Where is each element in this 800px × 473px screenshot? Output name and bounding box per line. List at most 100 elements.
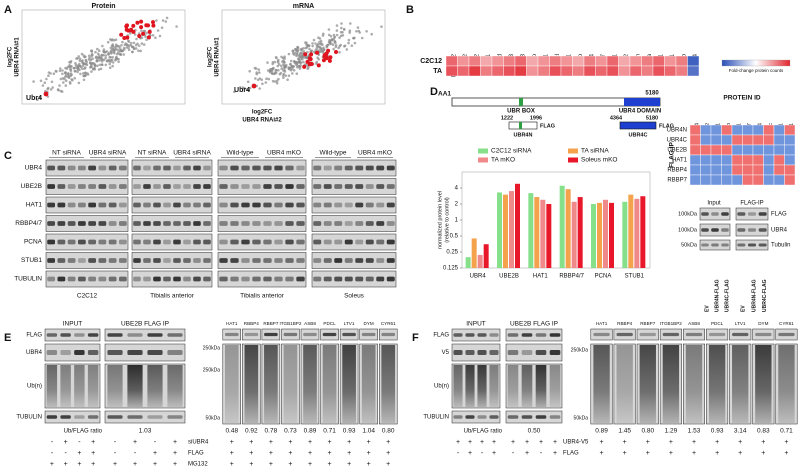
legend-label: Soleus mKO	[581, 157, 618, 164]
blot-band	[108, 165, 117, 171]
highlight-dot	[326, 48, 331, 53]
condition-sign: +	[761, 450, 765, 457]
scatter-dot	[58, 84, 61, 87]
blot-band	[153, 221, 161, 226]
blot-band	[163, 202, 171, 208]
target-label: PDCL	[711, 321, 724, 326]
blot-band	[365, 276, 374, 282]
blot-band	[107, 415, 123, 419]
scatter-dot	[49, 72, 52, 75]
target-label: HAT1	[226, 321, 238, 326]
blot-band	[535, 333, 547, 337]
heatmap-cell	[664, 55, 677, 67]
heatmap-cell	[763, 164, 775, 176]
blot-smear	[244, 345, 259, 423]
ratio-value: 3.14	[734, 428, 747, 435]
scatter-dot	[339, 30, 343, 34]
blot-band	[453, 333, 463, 337]
condition-sign: +	[173, 450, 177, 457]
scatter-dot	[106, 40, 110, 44]
blot-band	[74, 349, 85, 356]
scatter-dot	[74, 69, 77, 73]
scatter-dot	[50, 80, 54, 84]
scatter-dot	[299, 55, 303, 59]
heatmap-cell	[652, 65, 665, 77]
blot-band	[167, 333, 183, 337]
schematic-label: UBR4 DOMAIN	[619, 109, 661, 115]
scatter-dot	[327, 28, 331, 31]
target-label: LTV1	[344, 321, 355, 326]
blot-band	[274, 165, 283, 171]
scatter-dot	[144, 35, 147, 38]
scatter-dot	[63, 71, 67, 74]
blot	[636, 328, 659, 341]
ratio-value: 0.48	[225, 428, 238, 435]
blot-band	[193, 184, 201, 189]
marker-label: 250kDa	[571, 347, 588, 353]
heatmap-cell	[689, 144, 701, 156]
scatter-dot	[142, 43, 146, 46]
scatter-dot	[258, 77, 262, 80]
blot-band	[88, 221, 97, 226]
condition-sign: +	[230, 439, 234, 446]
blot-band	[98, 184, 107, 189]
scatter-dot	[39, 79, 43, 83]
blot-band	[241, 276, 250, 282]
blot-band	[67, 202, 76, 208]
row-label: UBR4	[26, 350, 43, 356]
x-tick-label: STUB1	[625, 274, 645, 280]
blot-band	[230, 258, 239, 263]
highlight-dot	[137, 34, 142, 38]
blot-band	[147, 415, 163, 419]
scatter-dot	[83, 67, 86, 70]
scatter-dot	[358, 31, 362, 34]
scatter-dot	[32, 80, 35, 83]
blot-band	[263, 202, 272, 208]
blot-band	[163, 239, 171, 245]
y-tick-label: 0.125	[443, 266, 459, 272]
scatter-dot	[321, 34, 325, 37]
blot-band	[263, 184, 272, 189]
scatter-dot	[137, 32, 141, 35]
ratio-label: Ub/FLAG ratio	[64, 429, 103, 435]
blot-band	[274, 258, 283, 263]
blot-band	[355, 184, 364, 189]
highlight-dot	[146, 35, 151, 40]
scatter-dot	[298, 54, 301, 57]
blot-band	[252, 202, 261, 208]
scatter-dot	[322, 48, 326, 52]
blot-band	[758, 212, 767, 216]
scatter-dot	[298, 61, 302, 64]
legend-swatch	[478, 157, 488, 163]
blot-band	[219, 184, 228, 189]
blot-band	[193, 258, 201, 263]
scatter-dot	[264, 81, 268, 84]
blot	[752, 328, 775, 341]
condition-label: NT siRNA	[52, 150, 81, 157]
ubr4-domain	[624, 98, 660, 106]
heatmap-cell	[710, 124, 722, 136]
blot-band	[87, 333, 99, 337]
scatter-dot	[292, 69, 296, 72]
blot-band	[313, 276, 322, 282]
blot-band	[77, 221, 86, 226]
scatter-dot	[349, 22, 352, 25]
condition-sign: +	[308, 439, 312, 446]
ratio-value: 1.03	[139, 428, 152, 435]
scatter-dot	[69, 68, 72, 71]
scatter-dot	[333, 40, 337, 43]
blot-band	[203, 221, 211, 226]
blot-band	[285, 276, 294, 282]
lane-label: EV	[704, 305, 710, 312]
blot-band	[133, 276, 141, 282]
blot-band	[376, 239, 385, 245]
heatmap-cell	[445, 65, 458, 77]
highlight-dot	[307, 56, 312, 61]
bar	[622, 201, 628, 268]
blot-band	[203, 165, 211, 171]
blot-band	[313, 258, 322, 263]
scatter-dot	[320, 49, 323, 53]
row-label: TUBULIN	[14, 276, 42, 283]
blot-smear	[507, 365, 519, 407]
heatmap-cell	[689, 174, 701, 186]
